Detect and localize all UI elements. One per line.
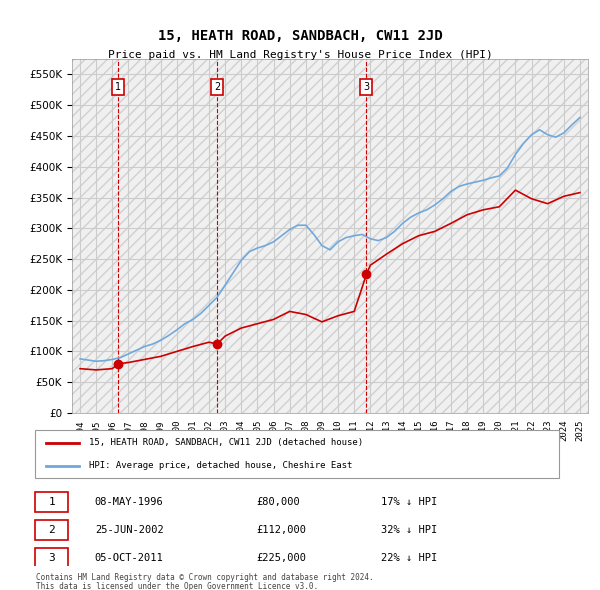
Text: Price paid vs. HM Land Registry's House Price Index (HPI): Price paid vs. HM Land Registry's House … xyxy=(107,50,493,60)
Text: 22% ↓ HPI: 22% ↓ HPI xyxy=(381,553,437,563)
FancyBboxPatch shape xyxy=(35,520,68,540)
Text: This data is licensed under the Open Government Licence v3.0.: This data is licensed under the Open Gov… xyxy=(36,582,318,590)
Text: 1: 1 xyxy=(115,81,121,91)
Text: £112,000: £112,000 xyxy=(257,525,307,535)
Text: 17% ↓ HPI: 17% ↓ HPI xyxy=(381,497,437,507)
Text: 08-MAY-1996: 08-MAY-1996 xyxy=(95,497,164,507)
Text: £80,000: £80,000 xyxy=(257,497,301,507)
Text: HPI: Average price, detached house, Cheshire East: HPI: Average price, detached house, Ches… xyxy=(89,461,353,470)
Text: 3: 3 xyxy=(48,553,55,563)
Text: 05-OCT-2011: 05-OCT-2011 xyxy=(95,553,164,563)
Text: 15, HEATH ROAD, SANDBACH, CW11 2JD: 15, HEATH ROAD, SANDBACH, CW11 2JD xyxy=(158,30,442,44)
Text: 25-JUN-2002: 25-JUN-2002 xyxy=(95,525,164,535)
Text: £225,000: £225,000 xyxy=(257,553,307,563)
Text: 3: 3 xyxy=(364,81,370,91)
Text: 32% ↓ HPI: 32% ↓ HPI xyxy=(381,525,437,535)
Text: 2: 2 xyxy=(48,525,55,535)
Text: 1: 1 xyxy=(48,497,55,507)
FancyBboxPatch shape xyxy=(35,431,559,478)
Text: 2: 2 xyxy=(214,81,220,91)
Text: Contains HM Land Registry data © Crown copyright and database right 2024.: Contains HM Land Registry data © Crown c… xyxy=(36,573,374,582)
Text: 15, HEATH ROAD, SANDBACH, CW11 2JD (detached house): 15, HEATH ROAD, SANDBACH, CW11 2JD (deta… xyxy=(89,438,364,447)
FancyBboxPatch shape xyxy=(35,492,68,512)
FancyBboxPatch shape xyxy=(35,548,68,568)
